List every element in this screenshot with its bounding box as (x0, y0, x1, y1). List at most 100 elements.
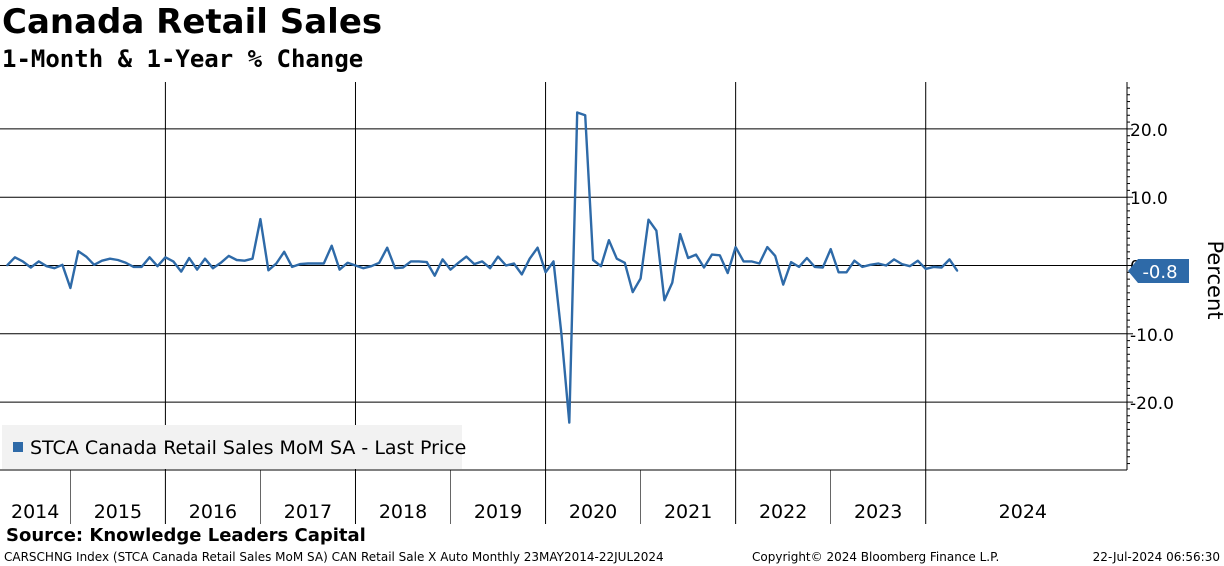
footer-index-info: CARSCHNG Index (STCA Canada Retail Sales… (4, 550, 664, 564)
data-point (418, 260, 420, 263)
data-point (259, 218, 262, 220)
data-point (362, 267, 365, 270)
last-value-tag (1128, 258, 1189, 283)
data-point (473, 263, 476, 265)
data-point (441, 258, 444, 261)
data-point (932, 266, 935, 268)
x-tick-label: 2017 (284, 501, 332, 523)
data-point (330, 244, 333, 247)
data-point (77, 250, 80, 252)
data-point (370, 265, 373, 267)
data-point (576, 111, 579, 114)
x-tick-label: 2019 (474, 501, 522, 523)
data-point (703, 266, 705, 269)
data-point (647, 218, 650, 221)
data-point (180, 270, 183, 273)
x-tick-label: 2021 (664, 501, 712, 523)
data-point (109, 257, 111, 260)
data-point (156, 265, 159, 267)
last-value-marker: -0.8 (1128, 258, 1189, 283)
data-point (552, 260, 555, 263)
y-axis-label: Percent (1203, 240, 1224, 319)
data-point (354, 264, 357, 267)
y-tick-label: 10.0 (1130, 189, 1168, 209)
data-point (243, 259, 246, 262)
data-point (140, 266, 143, 268)
chart-title: Canada Retail Sales (2, 2, 383, 42)
data-point (505, 264, 507, 267)
data-point (631, 291, 634, 293)
data-point (29, 266, 32, 269)
data-point (655, 229, 658, 232)
data-point (956, 270, 959, 272)
data-point (457, 261, 460, 264)
source-note: Source: Knowledge Leaders Capital (6, 525, 366, 546)
data-point (275, 262, 278, 265)
data-point (869, 264, 872, 266)
data-point (687, 257, 689, 259)
x-tick-label: 2015 (94, 501, 142, 523)
x-tick-label: 2014 (11, 501, 59, 523)
x-tick-label: 2023 (854, 501, 902, 523)
data-point (6, 264, 8, 267)
x-tick-label: 2024 (999, 501, 1047, 523)
data-point (14, 256, 16, 259)
data-point (600, 265, 602, 267)
data-point (299, 263, 301, 265)
data-point (821, 266, 824, 269)
data-point (544, 271, 547, 274)
x-axis-labels: 2014 2015 2016 2017 2018 2019 2020 2021 2022 2023… (11, 501, 1047, 523)
x-tick-label: 2020 (569, 501, 617, 523)
data-point (568, 421, 571, 424)
data-point (37, 260, 40, 263)
data-point (45, 265, 48, 267)
data-point (188, 257, 190, 259)
data-point (845, 271, 848, 274)
data-point (22, 260, 24, 263)
legend-label: STCA Canada Retail Sales MoM SA - Last P… (30, 437, 467, 459)
last-value-label: -0.8 (1142, 262, 1177, 283)
data-point (433, 274, 436, 277)
data-point (774, 255, 777, 257)
data-point (616, 257, 618, 260)
data-point (267, 269, 270, 272)
data-point (101, 259, 103, 262)
data-point (402, 266, 404, 269)
data-point (85, 255, 87, 258)
data-point (315, 262, 317, 265)
data-point (726, 272, 729, 274)
data-point (536, 246, 539, 249)
y-tick-label: -10.0 (1130, 326, 1174, 346)
data-point (323, 262, 325, 265)
legend-swatch (13, 442, 23, 452)
data-point (497, 255, 499, 258)
data-point (837, 271, 840, 274)
data-point (671, 281, 674, 284)
data-point (814, 266, 816, 268)
data-point (742, 260, 745, 263)
data-point (528, 257, 531, 260)
data-point (521, 273, 523, 276)
data-point (663, 299, 666, 302)
data-point (940, 266, 943, 269)
data-point (679, 233, 681, 235)
data-point (291, 266, 293, 268)
data-point (513, 262, 515, 265)
footer-copyright: Copyright© 2024 Bloomberg Finance L.P. (752, 550, 1000, 564)
data-point (196, 268, 198, 271)
data-point (378, 261, 381, 264)
data-point (885, 264, 887, 267)
data-point (623, 261, 626, 264)
data-point (584, 114, 586, 117)
data-point (449, 268, 452, 271)
data-point (425, 261, 428, 263)
data-point (346, 261, 349, 264)
data-point (220, 261, 222, 264)
data-point (386, 246, 388, 249)
data-point (489, 267, 491, 270)
data-point (235, 259, 238, 261)
data-point (877, 262, 879, 265)
data-point (948, 258, 951, 261)
data-point (307, 262, 309, 265)
